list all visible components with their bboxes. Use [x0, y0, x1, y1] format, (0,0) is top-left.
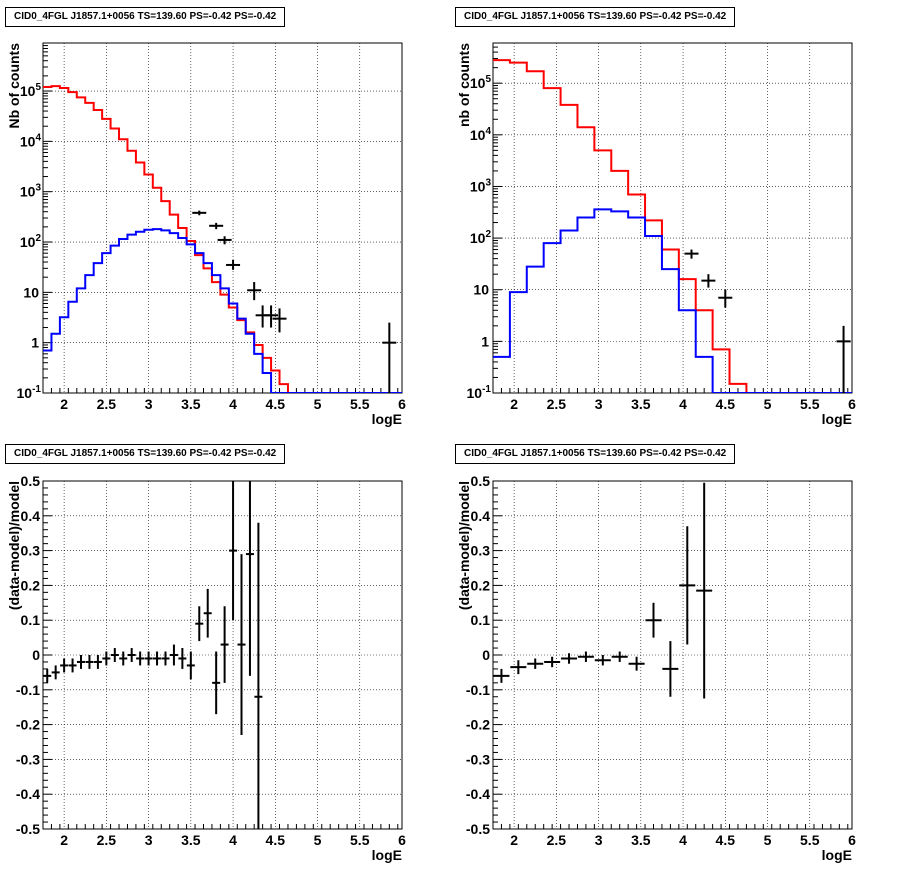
x-tick-label: 5.5 [800, 832, 820, 848]
panel-title-top-left: CID0_4FGL J1857.1+0056 TS=139.60 PS=-0.4… [5, 7, 286, 27]
x-tick-label: 5 [764, 396, 772, 412]
x-tick-label: 3.5 [181, 832, 201, 848]
y-tick-label: -0.3 [466, 751, 490, 767]
x-axis-label: logE [822, 847, 852, 863]
x-axis-label: logE [372, 411, 402, 427]
y-tick-label: 1 [31, 335, 39, 351]
y-tick-label: 0.4 [471, 508, 491, 524]
y-tick-label: -0.2 [466, 717, 490, 733]
x-tick-label: 3 [145, 396, 153, 412]
x-tick-label: 2 [510, 832, 518, 848]
x-tick-label: 6 [848, 832, 856, 848]
y-tick-label: 0.4 [21, 508, 41, 524]
x-tick-label: 3 [595, 396, 603, 412]
y-axis-label: (data-model)/model [6, 481, 22, 610]
y-tick-label: 0.5 [21, 473, 41, 489]
y-tick-label: 0.3 [21, 543, 41, 559]
y-tick-label: 10 [473, 282, 489, 298]
plot-frame [492, 42, 853, 394]
histogram-series-1 [43, 228, 402, 393]
y-tick-label: -0.4 [466, 786, 490, 802]
panel-title-bottom-right: CID0_4FGL J1857.1+0056 TS=139.60 PS=-0.4… [455, 444, 736, 464]
x-tick-label: 4 [229, 832, 237, 848]
x-tick-label: 4 [229, 396, 237, 412]
y-tick-label: 0.2 [471, 577, 491, 593]
panel-0: 2 2.5 3 3.5 4 4.5 5 5.5 6 10-1 1 10 102 103 104 105 logE… [6, 42, 406, 427]
x-tick-label: 5.5 [800, 396, 820, 412]
x-tick-label: 5 [314, 396, 322, 412]
panel-title-top-right: CID0_4FGL J1857.1+0056 TS=139.60 PS=-0.4… [455, 7, 736, 27]
x-tick-label: 5 [314, 832, 322, 848]
y-axis-label: nb of counts [456, 43, 472, 127]
y-tick-label: -0.5 [16, 821, 40, 837]
y-tick-label: 103 [20, 183, 42, 200]
y-tick-label: 105 [470, 74, 492, 91]
x-tick-label: 5.5 [350, 832, 370, 848]
panel-3: 2 2.5 3 3.5 4 4.5 5 5.5 6 -0.5 -0.4 -0.3 -0.2 -0.1 0 0.… [456, 473, 856, 863]
x-tick-label: 4.5 [716, 396, 736, 412]
y-tick-label: 104 [20, 132, 42, 149]
x-tick-label: 2 [60, 832, 68, 848]
y-tick-label: -0.4 [16, 786, 40, 802]
histogram-series-0 [43, 85, 402, 393]
y-tick-label: -0.2 [16, 717, 40, 733]
x-tick-label: 2.5 [97, 396, 117, 412]
x-tick-label: 4 [679, 396, 687, 412]
y-tick-label: 1 [481, 333, 489, 349]
y-tick-label: 0 [32, 647, 40, 663]
x-tick-label: 5 [764, 832, 772, 848]
x-tick-label: 2 [60, 396, 68, 412]
y-tick-label: -0.3 [16, 751, 40, 767]
y-tick-label: -0.5 [466, 821, 490, 837]
x-tick-label: 6 [848, 396, 856, 412]
y-tick-label: 0.5 [471, 473, 491, 489]
y-axis-label: (data-model)/model [456, 481, 472, 610]
x-tick-label: 2.5 [97, 832, 117, 848]
x-tick-label: 4.5 [266, 832, 286, 848]
y-tick-label: 102 [470, 229, 492, 246]
y-tick-label: 0 [482, 647, 490, 663]
x-tick-label: 4 [679, 832, 687, 848]
y-tick-label: 102 [20, 233, 42, 250]
y-tick-label: 105 [20, 82, 42, 99]
y-tick-label: 0.3 [471, 543, 491, 559]
x-tick-label: 2.5 [547, 396, 567, 412]
y-tick-label: -0.1 [466, 682, 490, 698]
histogram-series-1 [493, 208, 852, 393]
plot-frame [42, 42, 403, 394]
x-tick-label: 3 [145, 832, 153, 848]
y-axis-label: Nb of counts [6, 43, 22, 129]
y-tick-label: 10-1 [467, 384, 492, 401]
histogram-series-0 [493, 59, 852, 393]
y-tick-label: 0.1 [21, 612, 41, 628]
panel-title-bottom-left: CID0_4FGL J1857.1+0056 TS=139.60 PS=-0.4… [5, 444, 286, 464]
y-tick-label: 0.2 [21, 577, 41, 593]
plot-frame [492, 480, 853, 830]
x-tick-label: 3.5 [631, 396, 651, 412]
x-tick-label: 3.5 [181, 396, 201, 412]
y-tick-label: 0.1 [471, 612, 491, 628]
x-tick-label: 3.5 [631, 832, 651, 848]
panel-1: 2 2.5 3 3.5 4 4.5 5 5.5 6 10-1 1 10 102 103 104 105 logE… [456, 42, 856, 427]
x-tick-label: 4.5 [716, 832, 736, 848]
y-tick-label: 10-1 [17, 384, 42, 401]
x-tick-label: 6 [398, 832, 406, 848]
plot-frame [42, 480, 403, 830]
panel-2: 2 2.5 3 3.5 4 4.5 5 5.5 6 -0.5 -0.4 -0.3 -0.2 -0.1 0 0.… [6, 473, 406, 863]
y-tick-label: 103 [470, 177, 492, 194]
x-tick-label: 6 [398, 396, 406, 412]
y-tick-label: 104 [470, 126, 492, 143]
y-tick-label: 10 [23, 284, 39, 300]
x-axis-label: logE [372, 847, 402, 863]
x-tick-label: 2 [510, 396, 518, 412]
x-axis-label: logE [822, 411, 852, 427]
x-tick-label: 4.5 [266, 396, 286, 412]
x-tick-label: 5.5 [350, 396, 370, 412]
x-tick-label: 3 [595, 832, 603, 848]
y-tick-label: -0.1 [16, 682, 40, 698]
x-tick-label: 2.5 [547, 832, 567, 848]
